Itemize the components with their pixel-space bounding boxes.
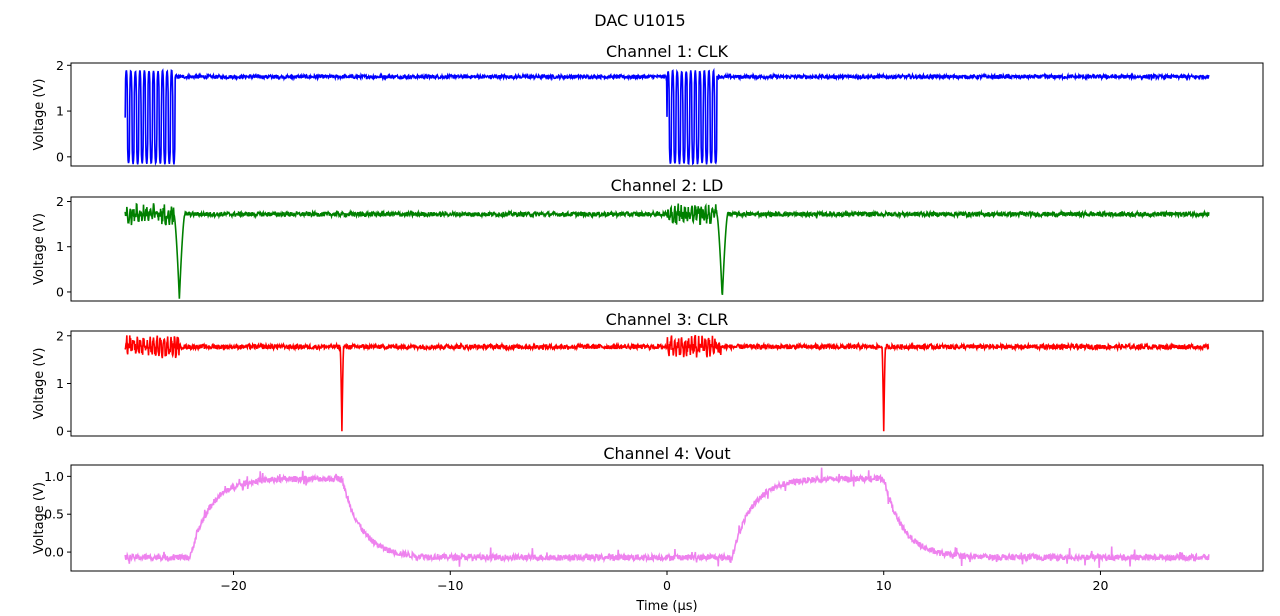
y-tick-label: 1 — [56, 239, 64, 254]
y-tick-label: 1 — [56, 376, 64, 391]
y-tick-label: 0 — [56, 149, 64, 164]
x-axis-label: Time (µs) — [635, 599, 697, 614]
x-axis: −20 −10 0 10 20 — [220, 571, 1108, 593]
y-axis-label: Voltage (V) — [32, 482, 47, 554]
x-tick-label: −10 — [437, 578, 463, 593]
x-tick-label: 0 — [663, 578, 671, 593]
y-tick-label: 2 — [56, 328, 64, 343]
y-tick-label: 0 — [56, 284, 64, 299]
y-tick-label: 2 — [56, 194, 64, 209]
y-tick-label: 0 — [56, 424, 64, 439]
series-line — [124, 334, 1210, 432]
x-tick-label: 20 — [1093, 578, 1109, 593]
panel-title: Channel 2: LD — [611, 176, 724, 195]
panel-2: Channel 2: LD Voltage (V) 0 1 2 — [32, 176, 1264, 302]
x-tick-label: 10 — [876, 578, 892, 593]
y-tick-label: 2 — [56, 58, 64, 73]
y-tick-label: 1 — [56, 104, 64, 119]
panel-3: Channel 3: CLR Voltage (V) 0 1 2 — [32, 310, 1264, 439]
series-line — [124, 467, 1210, 568]
panel-1: Channel 1: CLK Voltage (V) 0 1 2 — [32, 42, 1264, 167]
figure-suptitle: DAC U1015 — [594, 11, 685, 30]
series-line — [124, 202, 1210, 299]
series-line — [124, 67, 1210, 166]
y-tick-label: 0.5 — [44, 507, 64, 522]
panel-title: Channel 3: CLR — [606, 310, 729, 329]
panel-title: Channel 1: CLK — [606, 42, 729, 61]
y-tick-label: 1.0 — [44, 469, 64, 484]
axes-frame — [70, 62, 1264, 167]
y-axis-label: Voltage (V) — [32, 348, 47, 420]
y-tick-label: 0.0 — [44, 545, 64, 560]
y-axis-label: Voltage (V) — [32, 213, 47, 285]
y-axis-label: Voltage (V) — [32, 79, 47, 151]
panel-title: Channel 4: Vout — [603, 444, 730, 463]
x-tick-label: −20 — [220, 578, 246, 593]
panel-4: Channel 4: Vout Voltage (V)0.0 0.5 1.0 — [32, 444, 1264, 572]
axes-frame — [70, 196, 1264, 302]
